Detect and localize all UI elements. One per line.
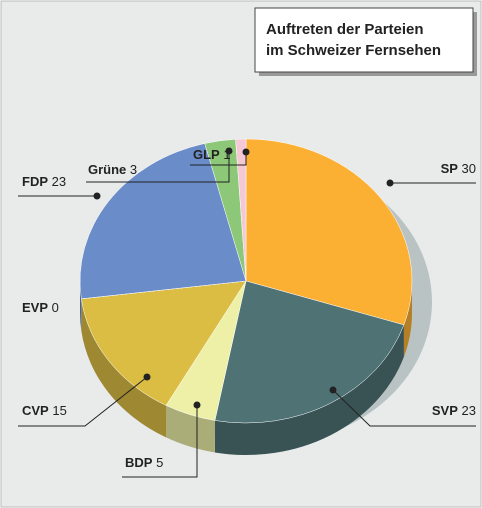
value-label: 23 [52, 174, 66, 189]
pie-slice [214, 280, 405, 424]
pie-side [81, 298, 167, 438]
value-label: 3 [130, 162, 137, 177]
value-label: 0 [52, 300, 59, 315]
leader-dot [93, 192, 101, 200]
leader-line [332, 389, 476, 427]
slice-label: Grüne 3 [88, 162, 137, 177]
title-box [254, 7, 474, 73]
value-label: 30 [462, 161, 476, 176]
category-name: Grüne [88, 162, 126, 177]
value-label: 23 [462, 403, 476, 418]
pie-side [80, 281, 82, 331]
slice-label: BDP 5 [125, 455, 163, 470]
pie-side [166, 405, 215, 453]
category-name: EVP [22, 300, 48, 315]
category-name: SVP [432, 403, 458, 418]
value-label: 15 [52, 403, 66, 418]
category-name: CVP [22, 403, 49, 418]
chart-title: Auftreten der Parteien [266, 21, 424, 38]
slice-label: GLP 1 [193, 147, 231, 162]
leader-line [18, 376, 148, 427]
category-name: GLP [193, 147, 220, 162]
value-label: 1 [223, 147, 230, 162]
leader-dot [225, 147, 233, 155]
category-name: BDP [125, 455, 153, 470]
category-name: FDP [22, 174, 48, 189]
leader-line [190, 152, 247, 166]
slice-label: SVP 23 [432, 403, 476, 418]
slice-label: FDP 23 [22, 174, 66, 189]
category-name: SP [441, 161, 459, 176]
value-label: 5 [156, 455, 163, 470]
leader-dot [143, 373, 151, 381]
leader-dot [329, 386, 337, 394]
pie-slice [235, 138, 247, 282]
leader-line [122, 405, 198, 478]
chart-title: im Schweizer Fernsehen [266, 42, 441, 59]
slice-label: SP 30 [441, 161, 476, 176]
pie-slice [245, 138, 413, 326]
slice-label: EVP 0 [22, 300, 59, 315]
leader-dot [193, 401, 201, 409]
slice-label: CVP 15 [22, 403, 67, 418]
pie-slice [81, 280, 247, 406]
leader-dot [242, 148, 250, 156]
leader-dot [386, 179, 394, 187]
pie-side [403, 281, 412, 357]
leader-line [86, 151, 230, 183]
